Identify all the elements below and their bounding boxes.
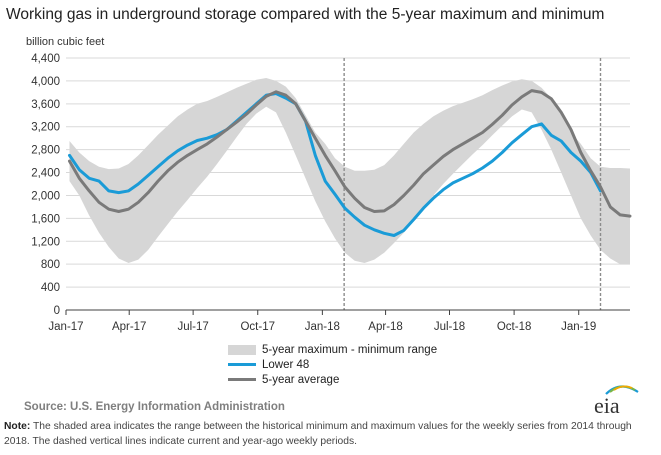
chart-title: Working gas in underground storage compa… (6, 6, 605, 23)
legend-item-range: 5-year maximum - minimum range (228, 342, 437, 357)
y-tick-label: 2,000 (31, 190, 60, 202)
x-tick-label: Oct-18 (497, 321, 532, 333)
series-line-5-year-average (68, 89, 632, 218)
logo-text: eia (594, 393, 620, 416)
y-tick-label: 4,400 (31, 53, 60, 65)
legend-swatch-range (228, 344, 256, 355)
x-tick-label: Apr-17 (112, 321, 147, 333)
y-tick-label: 1,200 (31, 236, 60, 248)
y-tick-label: 4,000 (31, 76, 60, 88)
y-tick-label: 3,600 (31, 99, 60, 111)
y-tick-label: 2,400 (31, 168, 60, 180)
axes: 0 400 800 1,200 1,600 2,000 2,400 2,800 3,200 3,6… (31, 53, 630, 333)
legend-label-lower48: Lower 48 (262, 358, 310, 371)
source-text: Source: U.S. Energy Information Administ… (24, 401, 285, 413)
x-tick-label: Jan-17 (48, 321, 83, 333)
y-tick-label: 800 (41, 259, 60, 271)
y-axis-unit-label: billion cubic feet (26, 36, 105, 48)
series-line-lower-48 (68, 92, 602, 237)
legend-swatch-average (228, 378, 256, 381)
legend-item-lower48: Lower 48 (228, 357, 437, 372)
eia-logo-icon: eia (594, 385, 639, 416)
y-tick-label: 3,200 (31, 122, 60, 134)
legend-label-average: 5-year average (262, 373, 340, 386)
x-tick-label: Jul-17 (177, 321, 208, 333)
x-tick-label: Jan-18 (305, 321, 340, 333)
note-label: Note: (4, 421, 31, 432)
chart-legend: 5-year maximum - minimum range Lower 48 … (228, 342, 437, 387)
series-layer (68, 89, 632, 237)
y-tick-label: 1,600 (31, 213, 60, 225)
storage-chart: 0 400 800 1,200 1,600 2,000 2,400 2,800 3,200 3,6… (31, 53, 632, 333)
legend-item-average: 5-year average (228, 372, 437, 387)
x-tick-label: Jan-19 (561, 321, 596, 333)
x-tick-label: Apr-18 (368, 321, 403, 333)
legend-swatch-lower48 (228, 363, 256, 366)
legend-label-range: 5-year maximum - minimum range (262, 343, 438, 356)
y-tick-label: 2,800 (31, 145, 60, 157)
y-tick-label: 400 (41, 282, 60, 294)
y-tick-label: 0 (54, 305, 60, 317)
note-text: Note: The shaded area indicates the rang… (4, 419, 656, 449)
x-tick-label: Jul-18 (434, 321, 465, 333)
note-body: The shaded area indicates the range betw… (4, 421, 632, 447)
x-tick-label: Oct-17 (240, 321, 275, 333)
